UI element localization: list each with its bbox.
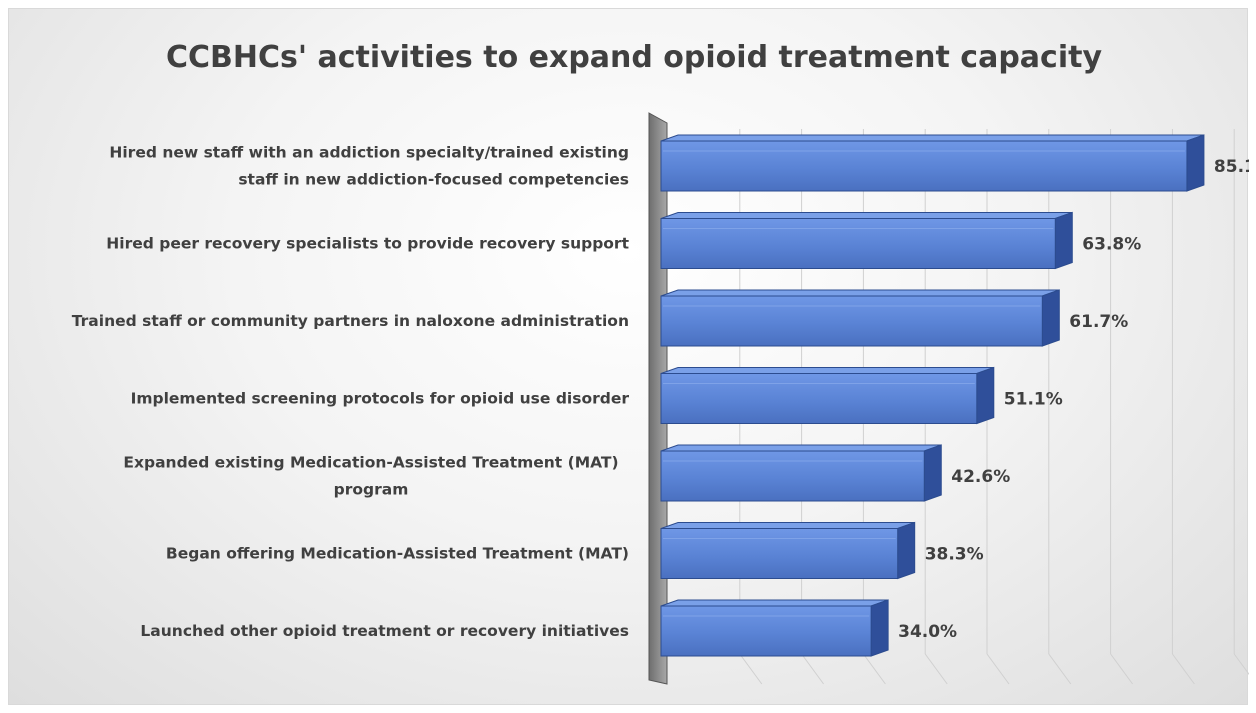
bar-group (660, 134, 1205, 192)
gridline (1233, 653, 1249, 676)
gridline (1110, 653, 1134, 685)
data-label: 38.3% (925, 545, 984, 565)
bar (660, 528, 899, 579)
category-label: Hired new staff with an addiction specia… (109, 144, 629, 189)
category-label-line: Implemented screening protocols for opio… (131, 390, 630, 408)
category-label-line: program (334, 481, 409, 499)
bar (660, 140, 1188, 192)
gridline (1171, 653, 1195, 685)
category-label: Hired peer recovery specialists to provi… (106, 235, 629, 253)
category-label: Trained staff or community partners in n… (72, 312, 629, 330)
category-label-line: Began offering Medication-Assisted Treat… (166, 545, 629, 563)
chart-title: CCBHCs' activities to expand opioid trea… (166, 40, 1103, 75)
plot-area: 85.1% Hired new staff with an addiction s… (72, 112, 1249, 685)
chart-area: CCBHCs' activities to expand opioid trea… (8, 8, 1249, 705)
bar-chart: CCBHCs' activities to expand opioid trea… (72, 40, 1249, 685)
gridline (986, 653, 1010, 685)
bar-end-face (976, 366, 995, 425)
data-label: 34.0% (898, 622, 957, 642)
bar-group (660, 366, 995, 425)
category-label-line: Trained staff or community partners in n… (72, 312, 629, 330)
bar (660, 450, 925, 502)
category-label-line: Expanded existing Medication-Assisted Tr… (123, 454, 618, 472)
category-label: Began offering Medication-Assisted Treat… (166, 545, 629, 563)
bar-top-face (660, 444, 942, 452)
gridline (924, 653, 948, 685)
category-label-line: Hired new staff with an addiction specia… (109, 144, 629, 162)
bar-top-face (660, 522, 915, 529)
bar-group (660, 599, 889, 657)
category-label: Launched other opioid treatment or recov… (140, 622, 629, 640)
bar (660, 218, 1056, 269)
bar-end-face (923, 444, 942, 502)
data-label: 85.1% (1214, 157, 1249, 177)
category-label-line: Hired peer recovery specialists to provi… (106, 235, 629, 253)
bar (660, 605, 872, 657)
data-label: 51.1% (1004, 390, 1063, 410)
gridline (862, 653, 886, 685)
gridline (1048, 653, 1072, 685)
bar-end-face (1186, 134, 1205, 192)
bar-top-face (660, 289, 1060, 297)
category-label: Implemented screening protocols for opio… (131, 390, 630, 408)
bar-end-face (1054, 211, 1073, 270)
bar-group (660, 521, 916, 580)
data-label: 63.8% (1082, 235, 1141, 255)
bar-top-face (660, 367, 994, 374)
gridline (801, 653, 825, 685)
data-label: 61.7% (1069, 312, 1128, 332)
bar (660, 295, 1043, 347)
bar-top-face (660, 212, 1073, 219)
category-label: Expanded existing Medication-Assisted Tr… (123, 454, 618, 499)
bar-top-face (660, 599, 889, 607)
bar (660, 373, 978, 424)
gridline (739, 653, 763, 685)
bar-top-face (660, 134, 1205, 142)
bar-end-face (870, 599, 889, 657)
bar-group (660, 444, 942, 502)
bar-end-face (1041, 289, 1060, 347)
data-label: 42.6% (951, 467, 1010, 487)
bar-group (660, 289, 1060, 347)
category-label-line: Launched other opioid treatment or recov… (140, 622, 629, 640)
bar-end-face (897, 521, 916, 580)
category-label-line: staff in new addiction-focused competenc… (238, 171, 629, 189)
bar-group (660, 211, 1073, 270)
